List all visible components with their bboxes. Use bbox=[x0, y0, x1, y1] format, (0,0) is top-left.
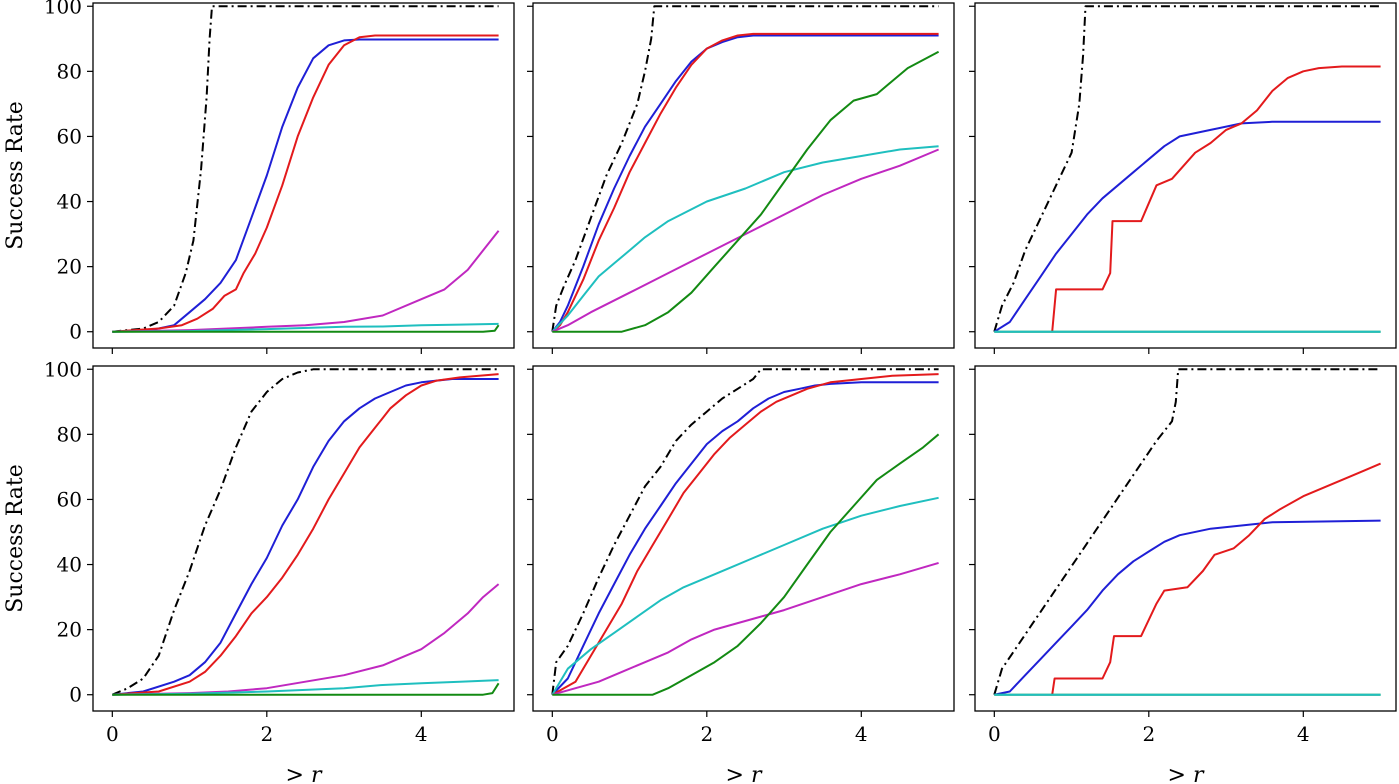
plot-frame bbox=[92, 2, 515, 349]
series-line-red bbox=[112, 34, 499, 333]
series-line-green bbox=[552, 50, 940, 333]
panel-row1-col2 bbox=[527, 2, 955, 354]
series-line-blue bbox=[993, 120, 1381, 333]
y-tick-label: 20 bbox=[57, 255, 82, 279]
series-line-red bbox=[1051, 462, 1381, 695]
series-line-red bbox=[112, 373, 499, 696]
series-line-blue bbox=[112, 38, 499, 333]
series-line-blue bbox=[112, 378, 499, 696]
series-line-magenta bbox=[552, 561, 939, 696]
y-axis-label: Success Rate bbox=[3, 464, 28, 613]
plot-frame bbox=[532, 2, 955, 349]
y-tick-label: 60 bbox=[57, 487, 82, 511]
series-line-red bbox=[551, 373, 939, 696]
series-line-red bbox=[1051, 65, 1381, 332]
x-axis-label: > r bbox=[726, 763, 763, 784]
y-tick-label: 100 bbox=[44, 0, 82, 18]
y-tick-label: 80 bbox=[57, 422, 82, 446]
x-tick-label: 4 bbox=[1297, 722, 1310, 746]
y-tick-label: 0 bbox=[69, 320, 82, 344]
x-tick-label: 4 bbox=[415, 722, 428, 746]
plot-frame bbox=[974, 2, 1397, 349]
y-tick-label: 100 bbox=[44, 357, 82, 381]
x-tick-label: 0 bbox=[106, 722, 119, 746]
x-tick-label: 0 bbox=[546, 722, 559, 746]
panel-row2-col3: 0 2 4 > r bbox=[969, 365, 1397, 784]
series-line-green bbox=[112, 682, 500, 696]
x-tick-label: 2 bbox=[260, 722, 273, 746]
x-axis-label: > r bbox=[286, 763, 323, 784]
plot-frame bbox=[974, 365, 1397, 712]
series-line-black-dashdot bbox=[993, 5, 1381, 332]
series-line-cyan bbox=[112, 679, 499, 696]
series-line-red bbox=[551, 32, 939, 333]
series-line-black-dashdot bbox=[111, 368, 499, 696]
y-tick-label: 40 bbox=[57, 190, 82, 214]
y-axis-label: Success Rate bbox=[3, 101, 28, 250]
panel-row1-col3 bbox=[969, 2, 1397, 354]
y-tick-label: 0 bbox=[69, 683, 82, 707]
series-line-magenta bbox=[551, 148, 939, 333]
y-tick-label: 40 bbox=[57, 553, 82, 577]
series-line-magenta bbox=[112, 583, 500, 696]
panel-row2-col1: 0 20 40 60 80 100 0 2 4 Success Rate > r bbox=[3, 357, 515, 784]
y-tick-label: 80 bbox=[57, 59, 82, 83]
series-line-cyan bbox=[551, 145, 939, 333]
series-line-cyan bbox=[551, 496, 939, 696]
series-line-green bbox=[112, 324, 500, 333]
series-line-blue bbox=[551, 381, 939, 696]
x-tick-label: 2 bbox=[1142, 722, 1155, 746]
x-tick-label: 0 bbox=[988, 722, 1001, 746]
plot-frame bbox=[532, 365, 955, 712]
series-line-black-dashdot bbox=[551, 368, 939, 695]
series-line-magenta bbox=[112, 230, 500, 333]
series-line-blue bbox=[551, 34, 939, 333]
series-line-green bbox=[552, 433, 940, 696]
panel-row1-col1: 0 20 40 60 80 100 Success Rate bbox=[3, 0, 515, 354]
series-line-black-dashdot bbox=[993, 368, 1381, 695]
series-line-black-dashdot bbox=[112, 5, 499, 333]
y-tick-label: 60 bbox=[57, 124, 82, 148]
x-axis-label: > r bbox=[1168, 763, 1205, 784]
x-tick-label: 4 bbox=[855, 722, 868, 746]
panel-row2-col2: 0 2 4 > r bbox=[527, 365, 955, 784]
series-line-blue bbox=[994, 519, 1381, 696]
plot-frame bbox=[92, 365, 515, 712]
series-line-black-dashdot bbox=[551, 5, 939, 332]
x-tick-label: 2 bbox=[700, 722, 713, 746]
y-tick-label: 20 bbox=[57, 618, 82, 642]
